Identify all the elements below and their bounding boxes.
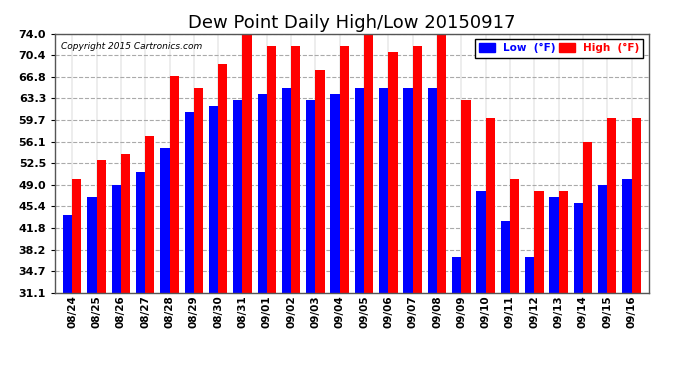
Bar xyxy=(388,52,397,292)
Bar xyxy=(355,88,364,292)
Bar xyxy=(476,190,486,292)
Bar xyxy=(404,88,413,292)
Bar xyxy=(428,88,437,292)
Bar xyxy=(486,118,495,292)
Bar xyxy=(160,148,170,292)
Bar xyxy=(88,196,97,292)
Bar xyxy=(622,178,631,292)
Legend: Low  (°F), High  (°F): Low (°F), High (°F) xyxy=(475,39,643,57)
Bar xyxy=(331,94,339,292)
Bar xyxy=(452,257,462,292)
Bar xyxy=(462,100,471,292)
Bar xyxy=(185,112,194,292)
Bar xyxy=(379,88,388,292)
Bar xyxy=(121,154,130,292)
Bar xyxy=(607,118,616,292)
Bar xyxy=(97,160,106,292)
Bar xyxy=(218,64,228,292)
Bar xyxy=(501,221,510,292)
Bar xyxy=(209,106,218,292)
Bar xyxy=(525,257,534,292)
Bar xyxy=(145,136,155,292)
Bar xyxy=(282,88,291,292)
Bar xyxy=(194,88,203,292)
Bar xyxy=(233,100,242,292)
Bar xyxy=(583,142,592,292)
Bar xyxy=(573,202,583,292)
Bar xyxy=(136,172,145,292)
Bar xyxy=(72,178,81,292)
Bar xyxy=(413,46,422,292)
Bar xyxy=(559,190,568,292)
Title: Dew Point Daily High/Low 20150917: Dew Point Daily High/Low 20150917 xyxy=(188,14,515,32)
Bar xyxy=(510,178,519,292)
Bar xyxy=(534,190,544,292)
Bar xyxy=(63,215,72,292)
Bar xyxy=(598,184,607,292)
Bar xyxy=(242,28,252,292)
Bar xyxy=(112,184,121,292)
Bar xyxy=(315,70,325,292)
Bar xyxy=(437,28,446,292)
Text: Copyright 2015 Cartronics.com: Copyright 2015 Cartronics.com xyxy=(61,42,202,51)
Bar xyxy=(291,46,300,292)
Bar xyxy=(339,46,349,292)
Bar xyxy=(364,28,373,292)
Bar xyxy=(549,196,559,292)
Bar xyxy=(306,100,315,292)
Bar xyxy=(631,118,641,292)
Bar xyxy=(267,46,276,292)
Bar xyxy=(170,76,179,292)
Bar xyxy=(257,94,267,292)
